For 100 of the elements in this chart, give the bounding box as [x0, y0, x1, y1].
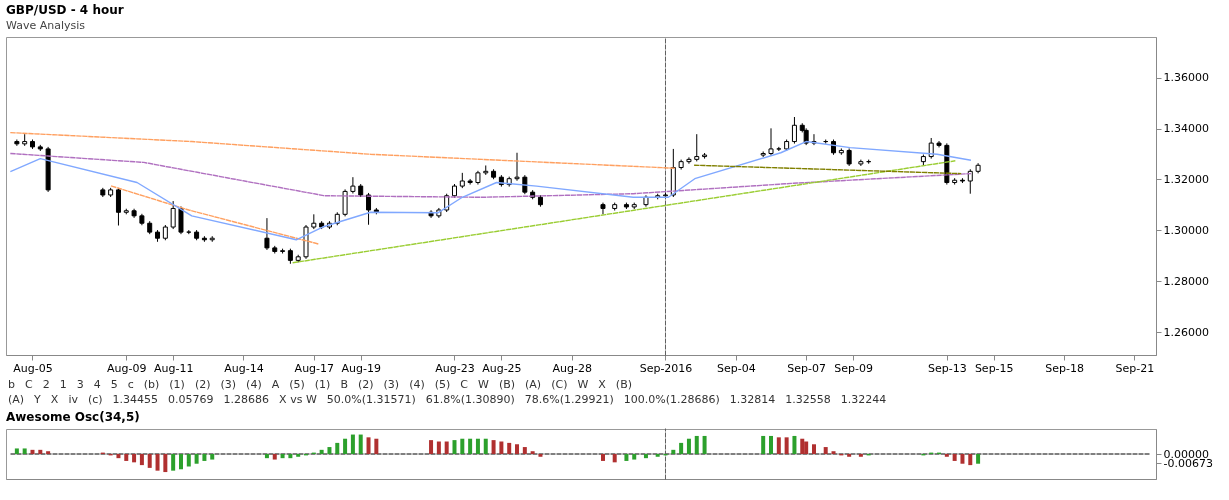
text: Y — [34, 393, 41, 406]
bar — [679, 442, 684, 454]
bar — [436, 441, 441, 454]
bar — [776, 437, 781, 454]
bar — [530, 451, 535, 454]
bar — [139, 454, 144, 466]
text: X vs W — [279, 393, 317, 406]
bar — [194, 454, 199, 464]
candlestick — [366, 192, 372, 226]
bar — [507, 442, 512, 454]
text: (4) — [409, 378, 425, 391]
bar — [522, 447, 527, 454]
candlestick — [115, 187, 121, 227]
x-tick-label: Aug-17 — [294, 361, 335, 375]
x-tick-label: Sep-04 — [716, 361, 756, 375]
text: (c) — [87, 393, 103, 406]
candlestick — [350, 176, 356, 194]
text: (3) — [220, 378, 237, 391]
y-tick-label: -0.00673 — [1163, 456, 1213, 470]
text: 1.32244 — [840, 393, 887, 406]
bar — [288, 454, 293, 459]
text: C — [24, 378, 33, 391]
bar — [272, 454, 277, 460]
bar — [460, 438, 465, 454]
text: X — [598, 378, 606, 391]
bar — [475, 438, 480, 454]
candlestick — [342, 188, 348, 217]
bar — [343, 438, 348, 454]
chart-subtitle: Wave Analysis — [6, 19, 86, 33]
bar — [358, 434, 363, 454]
y-tick-label: 1.32000 — [1163, 172, 1209, 186]
text: (3) — [383, 378, 400, 391]
candlestick — [514, 152, 520, 182]
bar — [444, 441, 449, 454]
bar — [163, 454, 168, 473]
x-tick-label: Sep-09 — [834, 361, 873, 375]
bar — [124, 454, 129, 461]
text: 2 — [42, 378, 50, 391]
chart-title: GBP/USD - 4 hour — [6, 3, 124, 18]
candlestick — [768, 127, 774, 157]
text: (B) — [615, 378, 632, 391]
x-tick-label: Sep-15 — [974, 361, 1014, 375]
text: 61.8%(1.30890) — [425, 393, 515, 406]
bar — [823, 447, 828, 454]
text: 3 — [76, 378, 84, 391]
text: (1) — [169, 378, 185, 391]
bar — [632, 454, 637, 460]
bar — [784, 437, 789, 454]
bar — [800, 438, 805, 454]
candlestick — [264, 217, 270, 251]
x-tick-label: Aug-11 — [153, 361, 194, 375]
text: (2) — [357, 378, 374, 391]
bar — [655, 454, 660, 457]
candlestick — [178, 205, 184, 235]
bar — [831, 451, 836, 454]
bar — [366, 437, 371, 454]
bar — [491, 440, 496, 454]
bar — [264, 454, 269, 459]
candlestick — [600, 202, 606, 215]
text: W — [577, 378, 589, 391]
text: 1.32814 — [729, 393, 776, 406]
text: 1 — [59, 378, 67, 391]
bar — [643, 454, 648, 459]
x-tick-label: Sep-18 — [1045, 361, 1084, 375]
bar — [335, 442, 340, 454]
text: (B) — [498, 378, 516, 391]
bar — [702, 435, 707, 454]
text: (5) — [434, 378, 451, 391]
text: (A) — [8, 393, 25, 406]
x-tick-label: Aug-25 — [482, 361, 522, 375]
bar — [769, 435, 773, 454]
bar — [350, 434, 355, 454]
text: 1.28686 — [223, 393, 270, 406]
bar — [155, 454, 160, 471]
bar — [976, 454, 981, 464]
text: 78.6%(1.29921) — [524, 393, 614, 406]
bar — [671, 449, 676, 454]
bar — [452, 440, 457, 454]
bar — [210, 454, 215, 460]
bar — [147, 454, 152, 468]
text: A — [271, 378, 280, 391]
bar — [804, 441, 809, 454]
text: 4 — [93, 378, 101, 391]
line-series — [10, 152, 971, 198]
text: X — [50, 393, 59, 406]
bar — [280, 454, 285, 459]
text: 5 — [110, 378, 118, 391]
bar — [327, 447, 332, 454]
bar — [132, 454, 137, 463]
text: W — [478, 378, 489, 391]
bar — [38, 449, 43, 454]
bar — [30, 449, 35, 454]
bar — [14, 448, 19, 454]
x-tick-label: Aug-05 — [13, 361, 53, 375]
bar — [515, 444, 520, 454]
text: (b) — [143, 378, 160, 391]
bar — [944, 454, 949, 457]
x-tick-label: Sep-21 — [1115, 361, 1155, 375]
text: 0.05769 — [168, 393, 214, 406]
x-tick-label: Aug-28 — [552, 361, 592, 375]
